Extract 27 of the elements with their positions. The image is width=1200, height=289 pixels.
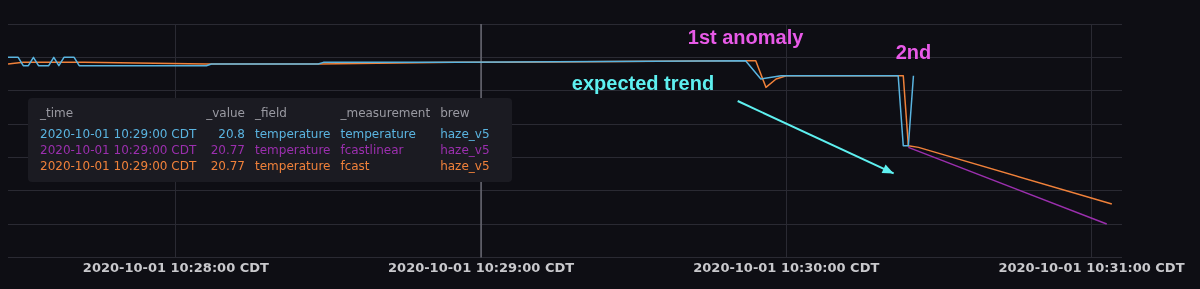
annotation: fcast	[340, 158, 371, 174]
annotation: 1st anomaly	[687, 26, 805, 49]
annotation: _time	[40, 106, 75, 122]
annotation: temperature	[255, 126, 332, 142]
annotation: 20.77	[209, 142, 246, 158]
annotation: 20.77	[209, 158, 246, 174]
x-tick-label: 2020-10-01 10:29:00 CDT	[388, 259, 575, 275]
annotation: temperature	[255, 158, 332, 174]
annotation: 2020-10-01 10:29:00 CDT	[40, 126, 198, 142]
annotation: temperature	[340, 126, 417, 142]
annotation: 2020-10-01 10:29:00 CDT	[40, 158, 198, 174]
x-tick-label: 2020-10-01 10:31:00 CDT	[998, 259, 1185, 275]
x-tick-label: 2020-10-01 10:28:00 CDT	[82, 259, 270, 275]
annotation: haze_v5	[440, 126, 491, 142]
annotation: 20.8	[217, 126, 246, 142]
annotation: _value	[206, 106, 246, 122]
annotation: _field	[255, 106, 288, 122]
annotation: haze_v5	[440, 142, 491, 158]
annotation: brew	[440, 106, 471, 122]
annotation: haze_v5	[440, 158, 491, 174]
annotation: expected trend	[571, 72, 715, 95]
annotation: temperature	[255, 142, 332, 158]
annotation: fcastlinear	[340, 142, 405, 158]
annotation: _measurement	[340, 106, 432, 122]
x-tick-label: 2020-10-01 10:30:00 CDT	[693, 259, 880, 275]
annotation: 2020-10-01 10:29:00 CDT	[40, 142, 198, 158]
annotation: 2nd	[895, 41, 932, 64]
